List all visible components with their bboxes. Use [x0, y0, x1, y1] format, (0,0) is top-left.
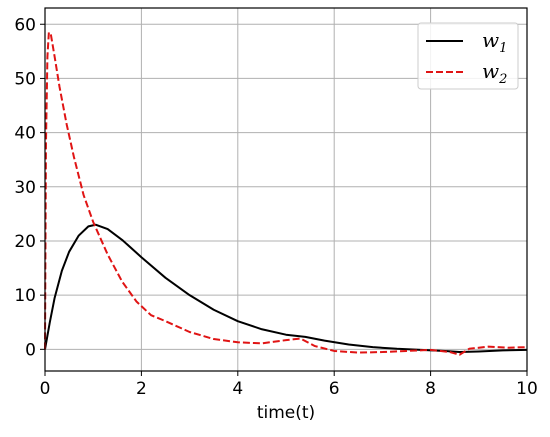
y-tick-label: 10: [14, 286, 36, 306]
x-tick-label: 2: [136, 379, 147, 399]
y-tick-label: 0: [25, 340, 36, 360]
series-line-w2: [44, 31, 528, 356]
axis-ticks: 0 2 4 6 8 10 0 10 20 30 40 50 60: [14, 15, 537, 399]
y-tick-label: 30: [14, 178, 36, 198]
legend-label-name: w: [482, 28, 499, 52]
series-lines: [44, 31, 528, 356]
x-axis-title: time(t): [257, 403, 315, 423]
x-tick-label: 8: [425, 379, 436, 399]
legend-label: w2: [482, 59, 507, 87]
legend-label-subscript: 1: [499, 41, 507, 56]
series-line-w1: [44, 223, 528, 354]
x-tick-label: 6: [329, 379, 340, 399]
legend-label: w1: [482, 28, 507, 56]
y-tick-label: 40: [14, 124, 36, 144]
legend-label-name: w: [482, 59, 499, 83]
x-tick-label: 0: [40, 379, 51, 399]
legend-label-subscript: 2: [498, 72, 507, 87]
y-tick-label: 50: [14, 69, 36, 89]
plot-frame: [44, 7, 528, 372]
x-tick-label: 4: [232, 379, 243, 399]
y-tick-label: 20: [14, 232, 36, 252]
x-tick-label: 10: [516, 379, 538, 399]
y-tick-label: 60: [14, 15, 36, 35]
